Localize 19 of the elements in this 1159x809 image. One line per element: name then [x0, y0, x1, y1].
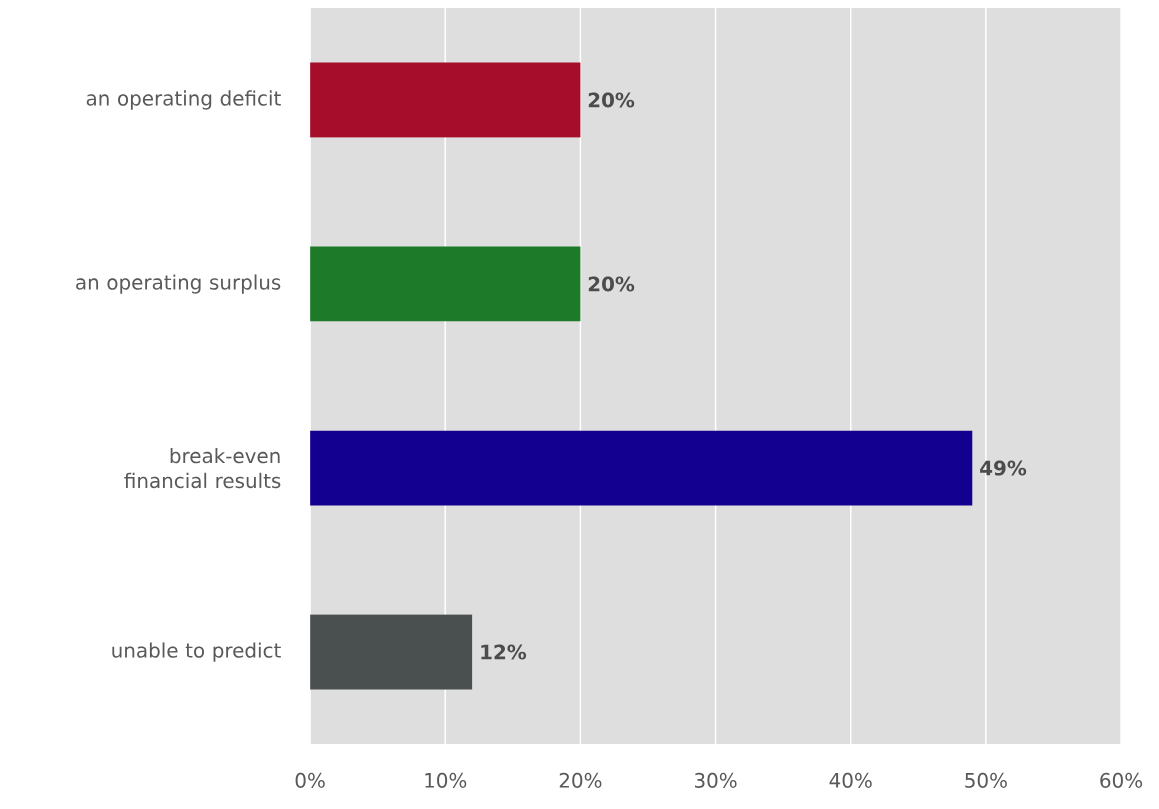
y-tick-label: an operating deficit	[86, 90, 281, 110]
data-label: 20%	[588, 276, 635, 292]
x-tick-label: 50%	[965, 772, 1007, 788]
x-tick-label: 60%	[1100, 772, 1143, 788]
y-tick-label: an operating surplus	[76, 274, 281, 294]
y-tick-label: unable to predict	[112, 642, 281, 662]
x-tick-label: 10%	[425, 772, 467, 788]
data-label: 20%	[588, 92, 635, 108]
data-label: 49%	[980, 460, 1027, 476]
bar	[310, 614, 473, 690]
data-label: 12%	[481, 644, 527, 660]
bar	[310, 62, 581, 138]
x-tick-label: 0%	[295, 772, 325, 788]
bar	[310, 430, 973, 506]
y-tick-label: break-even financial results	[124, 447, 281, 489]
x-tick-label: 30%	[694, 772, 737, 788]
x-tick-label: 40%	[829, 772, 872, 788]
x-tick-label: 20%	[559, 772, 602, 788]
bar	[310, 246, 581, 322]
